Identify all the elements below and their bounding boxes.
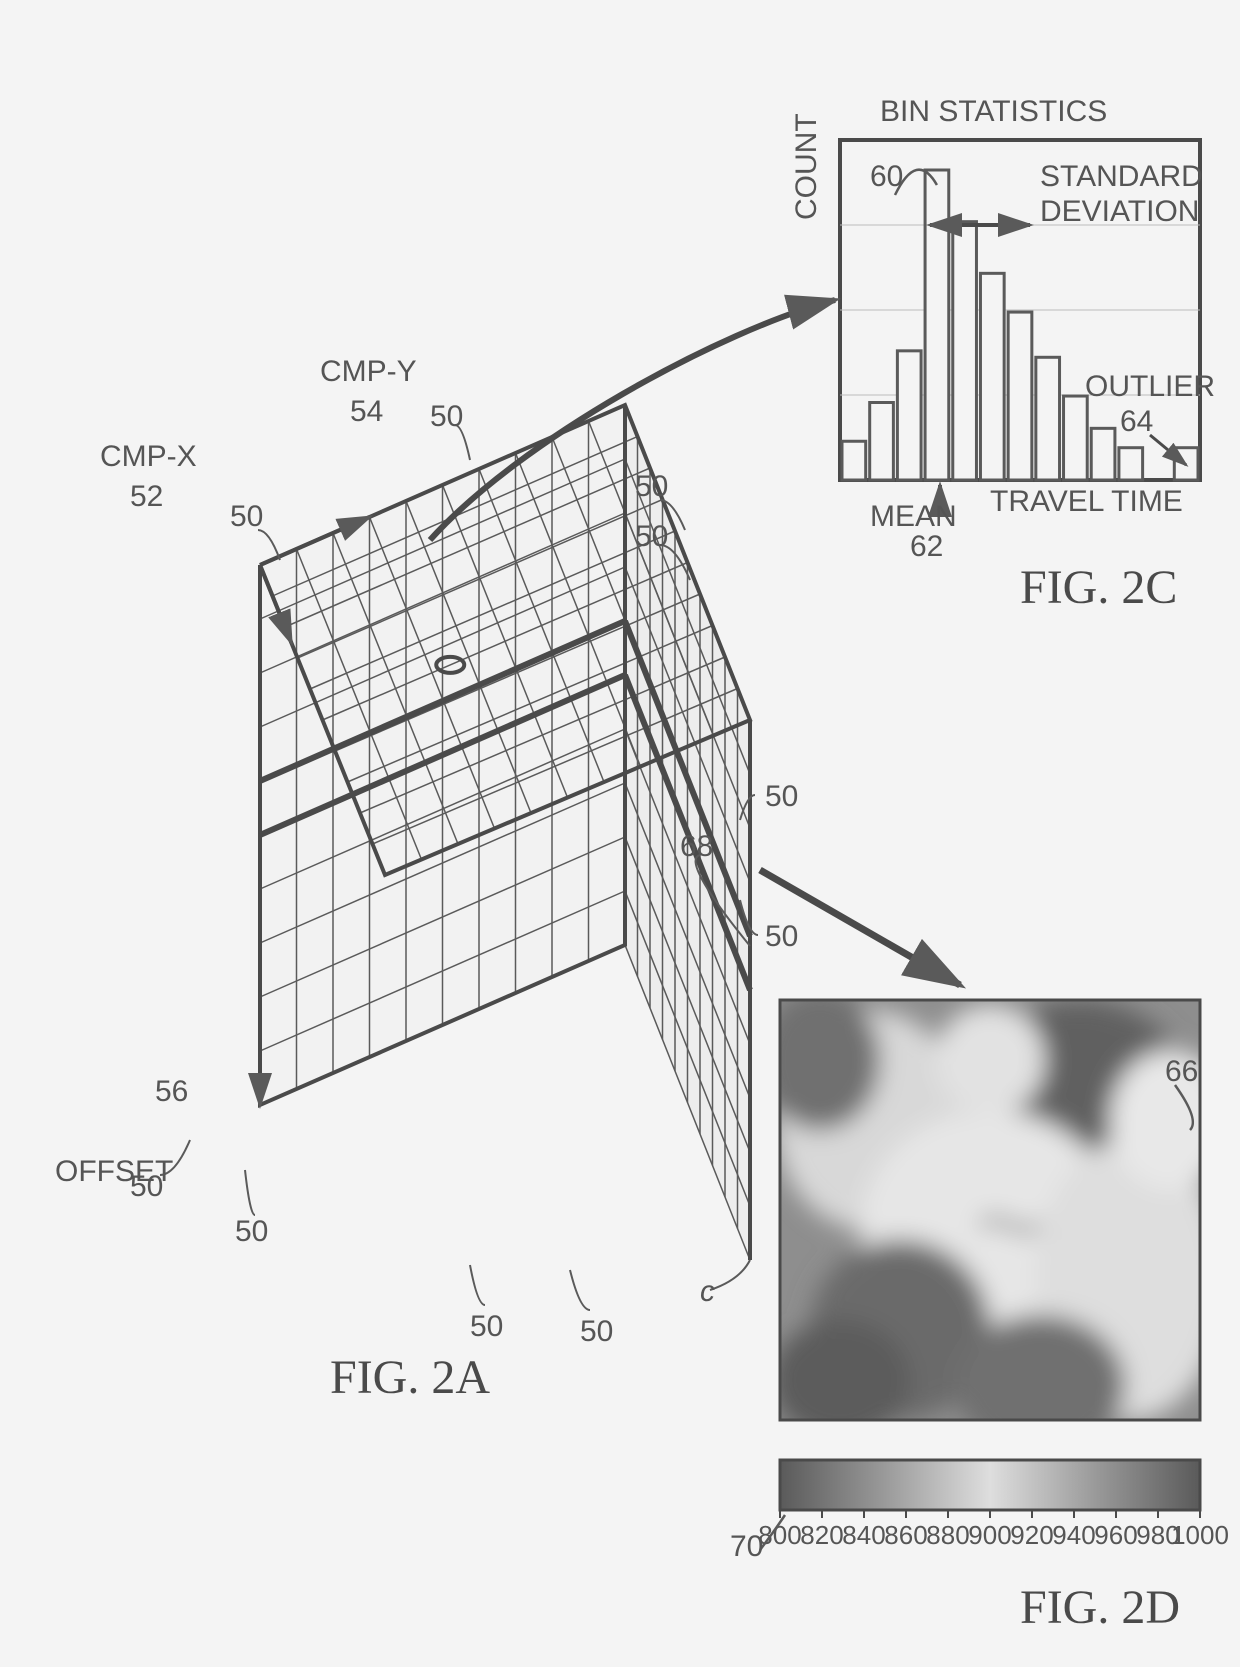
- svg-text:860: 860: [884, 1520, 927, 1550]
- svg-text:880: 880: [926, 1520, 969, 1550]
- callout-70: 70: [730, 1530, 763, 1564]
- svg-text:920: 920: [1010, 1520, 1053, 1550]
- svg-text:960: 960: [1094, 1520, 1137, 1550]
- svg-text:940: 940: [1052, 1520, 1095, 1550]
- fig2d-label: FIG. 2D: [1020, 1580, 1180, 1635]
- page: CMP-X 52 CMP-Y 54 OFFSET 56 c FIG. 2A 50…: [0, 0, 1240, 1667]
- callout-66: 66: [1165, 1055, 1198, 1089]
- svg-text:900: 900: [968, 1520, 1011, 1550]
- svg-text:1000: 1000: [1171, 1520, 1229, 1550]
- svg-text:840: 840: [842, 1520, 885, 1550]
- svg-text:820: 820: [800, 1520, 843, 1550]
- fig2d-map: 8008208408608809009209409609801000: [0, 0, 1240, 1667]
